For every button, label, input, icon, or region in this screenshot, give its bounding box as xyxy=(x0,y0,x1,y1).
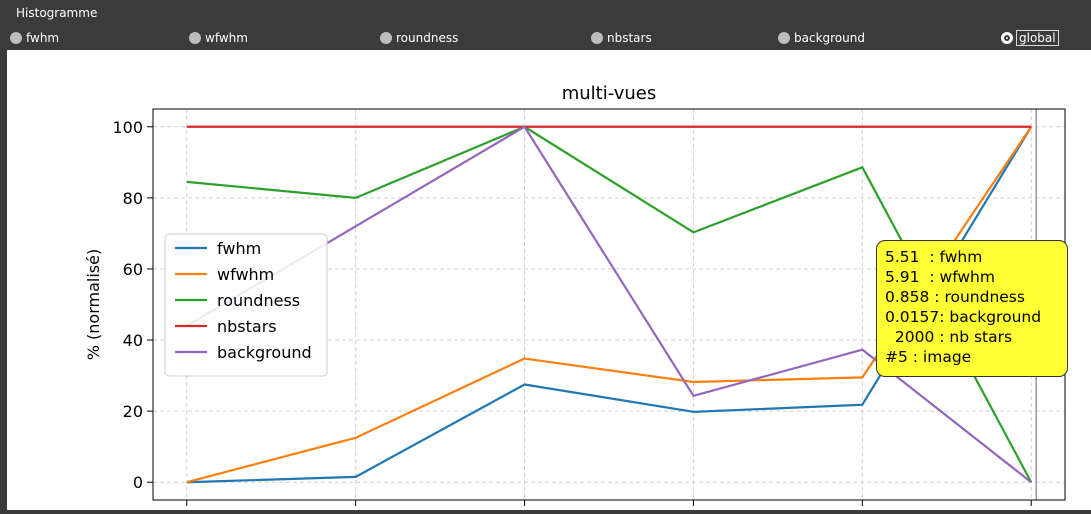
radio-roundness[interactable]: roundness xyxy=(380,30,458,46)
legend-label: wfwhm xyxy=(217,265,274,284)
radio-indicator-icon xyxy=(10,32,22,44)
tooltip-line: #5 : image xyxy=(885,348,972,366)
tooltip-line: 0.858 : roundness xyxy=(885,288,1025,306)
y-tick-label: 0 xyxy=(133,473,143,492)
radio-indicator-icon xyxy=(189,32,201,44)
tooltip-line: 5.91 : wfwhm xyxy=(885,268,995,286)
legend-label: roundness xyxy=(217,291,300,310)
radio-fwhm[interactable]: fwhm xyxy=(10,30,59,46)
tooltip-line: 2000 : nb stars xyxy=(885,328,1013,346)
radio-wfwhm[interactable]: wfwhm xyxy=(189,30,248,46)
y-axis-label: % (normalisé) xyxy=(84,249,103,360)
group-title: Histogramme xyxy=(16,6,98,20)
radio-label: fwhm xyxy=(26,31,60,45)
y-tick-label: 40 xyxy=(123,331,143,350)
radio-indicator-icon xyxy=(1001,32,1013,44)
radio-label: roundness xyxy=(396,31,459,45)
histogram-group-bar: Histogramme fwhm wfwhm roundness nbstars bac… xyxy=(0,0,1091,50)
legend-label: background xyxy=(217,343,312,362)
radio-indicator-icon xyxy=(591,32,603,44)
tooltip-line: 5.51 : fwhm xyxy=(885,248,983,266)
radio-label: nbstars xyxy=(607,31,652,45)
chart-title: multi-vues xyxy=(562,83,657,104)
radio-label: wfwhm xyxy=(205,31,248,45)
radio-background[interactable]: background xyxy=(778,30,865,46)
radio-indicator-icon xyxy=(778,32,790,44)
radio-nbstars[interactable]: nbstars xyxy=(591,30,652,46)
series-line-roundness xyxy=(186,125,1033,483)
radio-indicator-icon xyxy=(380,32,392,44)
radio-label: background xyxy=(794,31,865,45)
y-tick-label: 100 xyxy=(112,118,143,137)
legend-label: nbstars xyxy=(217,317,277,336)
radio-global[interactable]: global xyxy=(1001,30,1059,46)
radio-label: global xyxy=(1016,30,1059,46)
legend-box xyxy=(164,233,328,377)
y-tick-label: 80 xyxy=(123,189,143,208)
plot-area: multi-vues020406080100123456% (normalisé… xyxy=(7,50,1091,514)
data-tooltip: 5.51 : fwhm 5.91 : wfwhm 0.858 : roundness… xyxy=(876,240,1068,377)
left-border xyxy=(0,50,7,510)
tooltip-line: 0.0157: background xyxy=(885,308,1042,326)
y-tick-label: 60 xyxy=(123,260,143,279)
legend-label: fwhm xyxy=(217,239,261,258)
y-tick-label: 20 xyxy=(123,402,143,421)
